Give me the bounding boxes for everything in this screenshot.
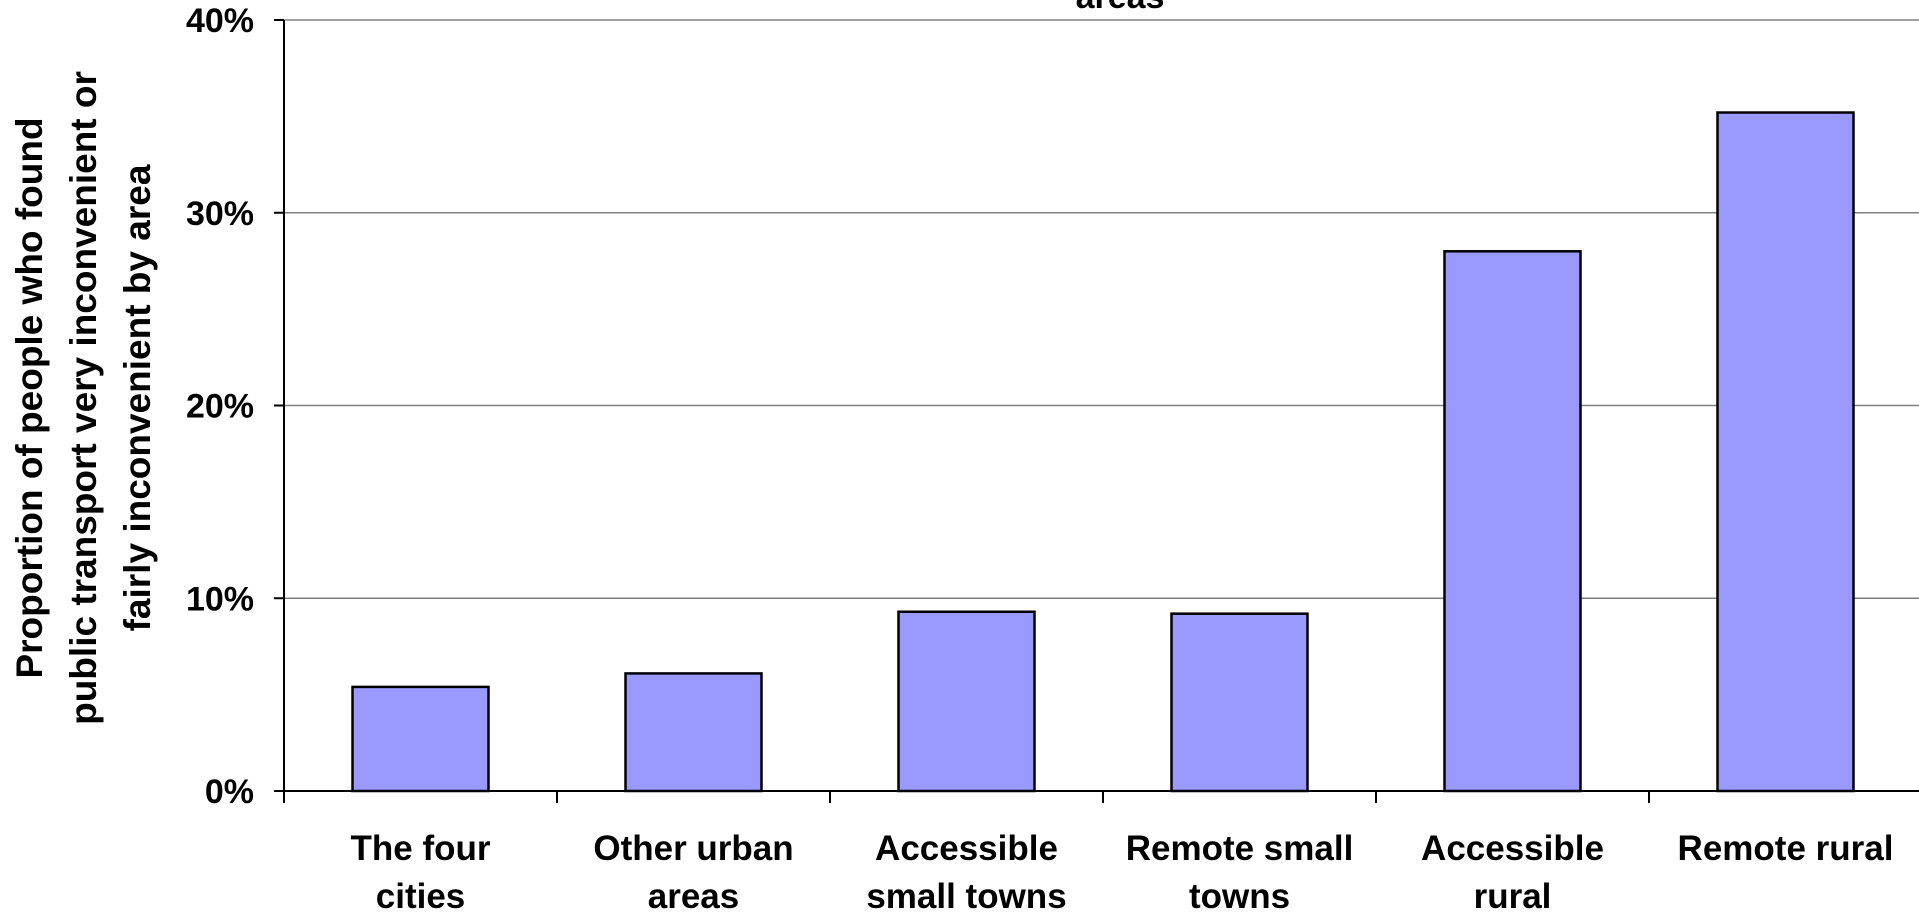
y-tick-label-1: 10% (186, 580, 254, 618)
bar-4 (1443, 250, 1582, 793)
x-tick-label-3: Remote small towns (1126, 829, 1354, 915)
x-tick-label-2: Accessible small towns (866, 829, 1066, 915)
x-axis-ticks: The four cities Other urban areas Accessible… (283, 791, 1894, 915)
x-tick-label-4: Accessible rural (1421, 829, 1604, 915)
bar-5 (1716, 111, 1855, 793)
x-tick-label-0: The four cities (351, 829, 491, 915)
chart-title: areas (1076, 0, 1165, 16)
x-tick-label-5: Remote rural (1678, 829, 1894, 868)
y-axis-ticks: 0% 10% 20% 30% 40% (186, 2, 284, 811)
bar-1 (624, 672, 763, 793)
x-tick-label-1: Other urban areas (593, 829, 793, 915)
bars (351, 111, 1855, 793)
y-tick-label-2: 20% (186, 388, 254, 426)
y-tick-label-4: 40% (186, 2, 254, 40)
y-axis-title: Proportion of people who found public tra… (9, 71, 158, 725)
bar-0 (351, 685, 490, 793)
y-tick-label-3: 30% (186, 195, 254, 233)
gridlines (284, 19, 1919, 599)
bar-3 (1170, 612, 1309, 793)
y-axis-label: Proportion of people who found public tra… (9, 71, 158, 725)
bar-2 (897, 610, 1036, 793)
y-tick-label-0: 0% (205, 773, 254, 811)
